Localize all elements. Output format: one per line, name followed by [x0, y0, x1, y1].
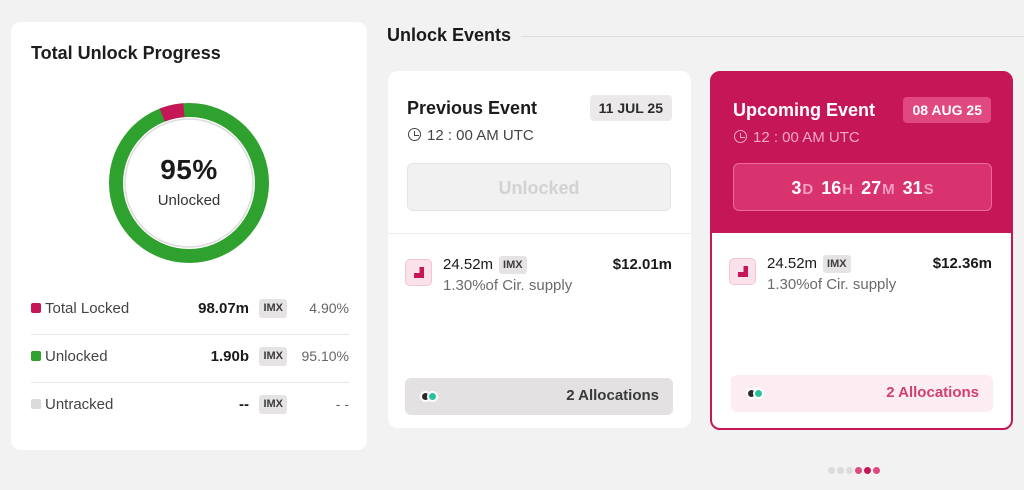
- unlocked-swatch: [31, 351, 41, 361]
- donut-unlocked-arc: [109, 103, 269, 263]
- event-header: Upcoming Event 08 AUG 25 12 : 00 AM UTC …: [712, 73, 1011, 235]
- unlock-donut-chart: 95% Unlocked: [108, 102, 270, 264]
- event-date-badge: 11 JUL 25: [589, 95, 672, 121]
- legend-name: Total Locked: [45, 300, 130, 317]
- countdown-days-unit: D: [802, 181, 814, 198]
- progress-legend: Total Locked 98.07m IMX 4.90% Unlocked 1…: [31, 287, 349, 431]
- legend-amount: 1.90b: [210, 348, 249, 365]
- section-divider: [521, 36, 1024, 37]
- pagination-dot[interactable]: [846, 467, 853, 474]
- countdown-hours: 16: [821, 178, 842, 198]
- pagination-dot[interactable]: [855, 467, 862, 474]
- token-badge: IMX: [499, 256, 527, 274]
- unlocked-percent: 95%: [160, 154, 218, 185]
- clock-icon: [408, 128, 421, 141]
- legend-row-untracked: Untracked -- IMX - -: [31, 383, 349, 431]
- legend-amount: --: [239, 396, 249, 413]
- donut-locked-arc: [109, 103, 269, 263]
- event-time: 12 : 00 AM UTC: [734, 129, 860, 146]
- countdown-minutes-unit: M: [882, 181, 895, 198]
- event-time: 12 : 00 AM UTC: [408, 127, 534, 144]
- token-badge: IMX: [259, 299, 287, 318]
- event-details: 24.52m IMX 1.30%of Cir. supply $12.01m 2 …: [388, 233, 691, 428]
- usd-value: $12.36m: [932, 255, 992, 272]
- event-details: 24.52m IMX 1.30%of Cir. supply $12.36m 2 …: [712, 233, 1011, 428]
- event-title: Previous Event: [407, 98, 538, 118]
- unlock-amount-value: 24.52m: [443, 256, 494, 273]
- usd-value: $12.01m: [612, 256, 672, 273]
- allocations-button[interactable]: 2 Allocations: [405, 378, 673, 415]
- allocation-dots-icon: [746, 388, 768, 399]
- countdown-seconds-unit: S: [923, 181, 934, 198]
- pagination-dot[interactable]: [837, 467, 844, 474]
- locked-swatch: [31, 303, 41, 313]
- clock-icon: [734, 130, 747, 143]
- untracked-swatch: [31, 399, 41, 409]
- legend-percent: 4.90%: [309, 300, 349, 316]
- pagination-dot[interactable]: [864, 467, 871, 474]
- unlock-amount: 24.52m IMX: [767, 255, 851, 273]
- event-header: Previous Event 11 JUL 25 12 : 00 AM UTC …: [388, 71, 691, 233]
- event-time-text: 12 : 00 AM UTC: [427, 127, 534, 144]
- allocation-dots-icon: [420, 391, 442, 402]
- countdown-minutes: 27: [861, 178, 882, 198]
- unlock-amount-value: 24.52m: [767, 255, 818, 272]
- countdown-seconds: 31: [902, 178, 923, 198]
- pagination-dot[interactable]: [873, 467, 880, 474]
- unlocked-caption: Unlocked: [157, 192, 221, 209]
- donut-inner-ring: [124, 118, 254, 248]
- unlocked-status-button: Unlocked: [407, 163, 671, 211]
- imx-token-icon: [729, 258, 756, 285]
- circulating-supply: 1.30%of Cir. supply: [443, 277, 573, 294]
- unlock-progress-card: Total Unlock Progress 95% Unlocked Total…: [11, 22, 367, 450]
- unlock-events-title: Unlock Events: [387, 25, 512, 45]
- event-date-badge: 08 AUG 25: [903, 97, 991, 123]
- token-badge: IMX: [259, 347, 287, 366]
- circulating-supply: 1.30%of Cir. supply: [767, 276, 897, 293]
- countdown-days: 3: [791, 178, 802, 198]
- allocations-button[interactable]: 2 Allocations: [731, 375, 993, 412]
- countdown-hours-unit: H: [842, 181, 854, 198]
- legend-name: Unlocked: [45, 348, 108, 365]
- legend-row-locked: Total Locked 98.07m IMX 4.90%: [31, 287, 349, 335]
- token-badge: IMX: [823, 255, 851, 273]
- progress-title: Total Unlock Progress: [31, 43, 221, 63]
- legend-percent: 95.10%: [301, 348, 349, 364]
- pagination-dot[interactable]: [828, 467, 835, 474]
- token-badge: IMX: [259, 395, 287, 414]
- event-time-text: 12 : 00 AM UTC: [753, 129, 860, 146]
- legend-name: Untracked: [45, 396, 114, 413]
- allocations-label: 2 Allocations: [566, 387, 659, 404]
- allocations-label: 2 Allocations: [886, 384, 979, 401]
- carousel-pagination: [828, 461, 882, 474]
- imx-token-icon: [405, 259, 432, 286]
- legend-percent: - -: [335, 396, 349, 412]
- unlock-amount: 24.52m IMX: [443, 256, 527, 274]
- event-title: Upcoming Event: [733, 100, 876, 120]
- countdown-timer: 3D 16H 27M 31S: [733, 163, 992, 211]
- previous-event-card[interactable]: Previous Event 11 JUL 25 12 : 00 AM UTC …: [388, 71, 691, 428]
- legend-amount: 98.07m: [198, 300, 249, 317]
- upcoming-event-card[interactable]: Upcoming Event 08 AUG 25 12 : 00 AM UTC …: [710, 71, 1013, 430]
- legend-row-unlocked: Unlocked 1.90b IMX 95.10%: [31, 335, 349, 383]
